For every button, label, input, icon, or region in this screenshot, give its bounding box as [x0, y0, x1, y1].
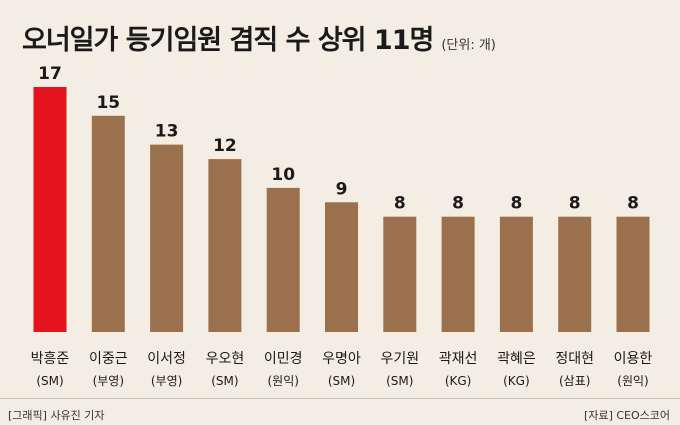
footer: [그래픽] 사유진 기자 [자료] CEO스코어: [0, 398, 680, 422]
group-label: (SM): [386, 374, 413, 388]
group-label: (부영): [151, 374, 182, 388]
group-label: (KG): [445, 374, 472, 388]
title-row: 오너일가 등기임원 겸직 수 상위 11명 (단위: 개): [22, 18, 496, 57]
bar-value-label: 12: [213, 136, 237, 156]
bar-value-label: 17: [38, 64, 62, 84]
group-label: (원익): [267, 374, 298, 388]
category-label: 우명아: [322, 351, 361, 367]
bar-value-label: 8: [569, 194, 581, 214]
category-label: 이민경: [264, 351, 303, 367]
group-label: (SM): [211, 374, 238, 388]
category-label: 우오현: [206, 351, 245, 367]
group-label: (KG): [503, 374, 530, 388]
category-label: 우기원: [380, 351, 419, 367]
unit-label: (단위: 개): [441, 38, 496, 53]
bar-9: [499, 216, 533, 332]
category-label: 박흥준: [31, 351, 70, 367]
category-label: 정대현: [555, 351, 594, 367]
chart-title: 오너일가 등기임원 겸직 수 상위 11명: [22, 25, 434, 56]
bar-7: [383, 216, 417, 332]
bar-chart: 17 박흥준 (SM) 15 이중근 (부영) 13 이서정 (부영) 12 우오현 (SM) 10 이민…: [31, 64, 653, 388]
category-label: 이중근: [89, 351, 128, 367]
category-label: 곽재선: [439, 351, 478, 367]
bar-5: [266, 187, 300, 332]
category-label: 이용한: [614, 351, 653, 367]
bar-6: [325, 202, 358, 332]
bar-value-label: 8: [627, 194, 639, 214]
bar-value-label: 9: [336, 179, 348, 199]
graphic-credit: [그래픽] 사유진 기자: [8, 409, 105, 422]
bar-value-label: 15: [96, 93, 120, 113]
bar-11: [616, 216, 650, 332]
bar-1: [33, 87, 67, 332]
category-label: 이서정: [147, 351, 186, 367]
bar-2: [91, 115, 125, 332]
category-label: 곽혜은: [497, 351, 536, 367]
bar-value-label: 8: [510, 194, 522, 214]
group-label: (SM): [36, 374, 63, 388]
bar-value-label: 8: [394, 194, 406, 214]
group-label: (부영): [93, 374, 124, 388]
bar-8: [441, 216, 475, 332]
group-label: (원익): [617, 374, 648, 388]
group-label: (SM): [328, 374, 355, 388]
bar-value-label: 13: [155, 122, 179, 142]
source-credit: [자료] CEO스코어: [584, 409, 670, 422]
bar-3: [150, 144, 184, 332]
bar-10: [558, 216, 592, 332]
bar-value-label: 8: [452, 194, 464, 214]
group-label: (삼표): [559, 374, 590, 388]
bar-4: [208, 159, 242, 332]
bar-value-label: 10: [271, 165, 295, 185]
